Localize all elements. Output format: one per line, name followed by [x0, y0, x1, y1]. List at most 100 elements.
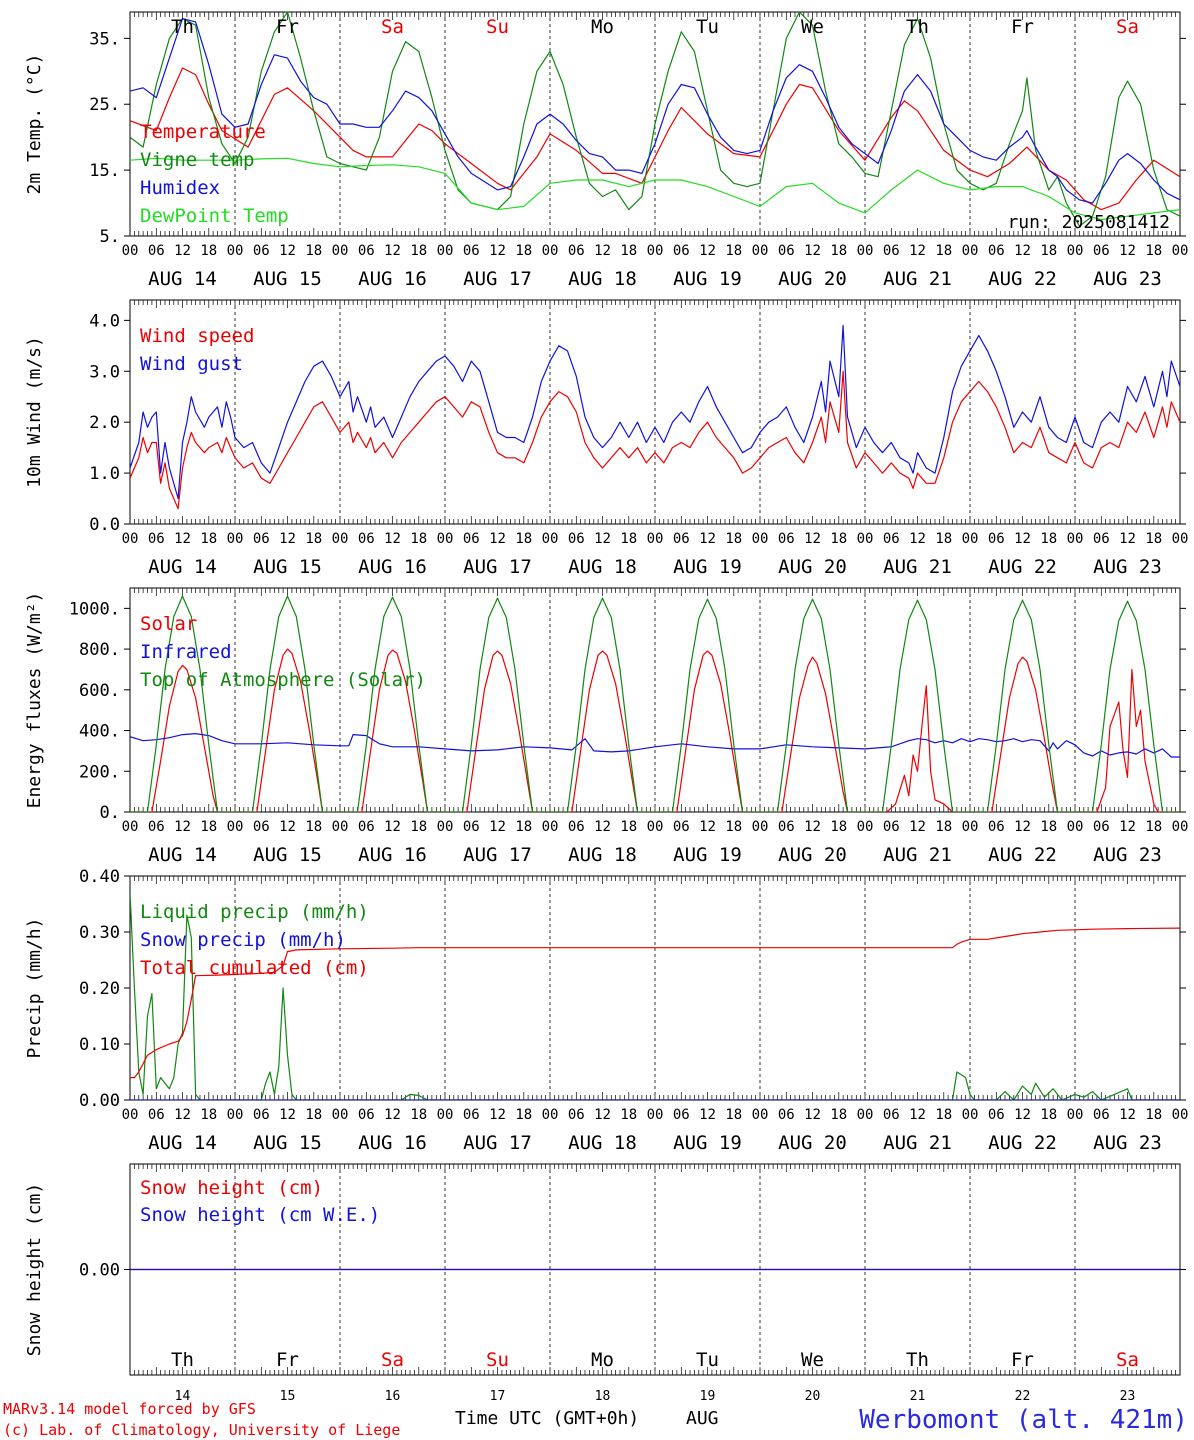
hour-tick-label: 18 [1145, 1107, 1162, 1123]
hour-tick-label: 18 [620, 819, 637, 835]
day-number-label: 21 [910, 1389, 926, 1404]
hour-tick-label: 18 [305, 243, 322, 259]
hour-tick-label: 06 [1093, 1107, 1110, 1123]
hour-tick-label: 00 [857, 531, 874, 547]
hour-tick-label: 06 [988, 819, 1005, 835]
hour-tick-label: 00 [542, 819, 559, 835]
weekday-label: Th [171, 1349, 194, 1371]
y-tick-label: 0.30 [79, 923, 120, 943]
hour-tick-label: 18 [725, 243, 742, 259]
weekday-label: Sa [381, 16, 404, 38]
weekday-label: Th [171, 16, 194, 38]
hour-tick-label: 06 [148, 1107, 165, 1123]
hour-tick-label: 12 [174, 819, 191, 835]
date-label: AUG 21 [883, 268, 952, 290]
hour-tick-label: 00 [227, 1107, 244, 1123]
date-label: AUG 17 [463, 556, 532, 578]
series-line-top-of-atmosphere-solar [130, 595, 1180, 812]
hour-tick-label: 06 [568, 819, 585, 835]
date-label: AUG 16 [358, 844, 427, 866]
hour-tick-label: 18 [200, 819, 217, 835]
hour-tick-label: 00 [857, 243, 874, 259]
date-label: AUG 16 [358, 1132, 427, 1154]
legend-entry: Humidex [140, 177, 220, 199]
hour-tick-label: 06 [988, 531, 1005, 547]
hour-tick-label: 12 [1014, 531, 1031, 547]
hour-tick-label: 12 [699, 243, 716, 259]
hour-ticks [134, 12, 1176, 236]
day-number-label: 19 [700, 1389, 716, 1404]
hour-tick-label: 00 [437, 243, 454, 259]
series-layer [130, 12, 1180, 1271]
y-axis-title: Precip (mm/h) [24, 918, 45, 1059]
y-tick-label: 3.0 [89, 362, 120, 382]
hour-tick-label: 06 [253, 531, 270, 547]
series-line-infrared [130, 733, 1180, 758]
date-label: AUG 21 [883, 1132, 952, 1154]
hour-tick-label: 06 [883, 1107, 900, 1123]
day-number-label: 14 [175, 1389, 191, 1404]
hour-tick-label: 06 [148, 819, 165, 835]
hour-ticks [134, 588, 1176, 812]
hour-tick-label: 18 [515, 1107, 532, 1123]
hour-tick-label: 12 [1119, 1107, 1136, 1123]
weekday-label: Sa [381, 1349, 404, 1371]
hour-tick-label: 18 [830, 243, 847, 259]
weekday-label: Mo [591, 1349, 614, 1371]
hour-tick-label: 12 [384, 531, 401, 547]
hour-tick-label: 00 [227, 819, 244, 835]
y-tick-label: 4.0 [89, 311, 120, 331]
hour-tick-label: 18 [1145, 819, 1162, 835]
date-label: AUG 15 [253, 844, 322, 866]
hour-tick-label: 12 [804, 531, 821, 547]
hour-tick-label: 18 [725, 1107, 742, 1123]
hour-tick-label: 06 [358, 243, 375, 259]
hour-tick-label: 12 [174, 243, 191, 259]
hour-tick-label: 00 [752, 1107, 769, 1123]
date-label: AUG 23 [1093, 556, 1162, 578]
hour-tick-label: 12 [384, 819, 401, 835]
y-tick-label: 0.20 [79, 979, 120, 999]
hour-tick-label: 12 [909, 531, 926, 547]
hour-tick-label: 00 [122, 243, 139, 259]
date-label: AUG 19 [673, 556, 742, 578]
date-label: AUG 18 [568, 1132, 637, 1154]
model-label: MARv3.14 model forced by GFS [3, 1400, 256, 1418]
hour-tick-label: 00 [647, 819, 664, 835]
legend-entry: Infrared [140, 641, 232, 663]
y-tick-label: 25. [89, 95, 120, 115]
time-axis-title: Time UTC (GMT+0h) [455, 1408, 639, 1429]
hour-tick-label: 18 [620, 531, 637, 547]
hour-tick-label: 00 [437, 1107, 454, 1123]
hour-tick-label: 18 [200, 243, 217, 259]
hour-tick-label: 06 [463, 1107, 480, 1123]
hour-tick-label: 12 [594, 819, 611, 835]
hour-tick-label: 12 [909, 243, 926, 259]
hour-tick-label: 00 [962, 531, 979, 547]
hour-tick-label: 12 [384, 243, 401, 259]
y-tick-label: 5. [100, 227, 120, 247]
hour-tick-label: 06 [778, 819, 795, 835]
hour-tick-label: 06 [148, 531, 165, 547]
hour-tick-label: 18 [515, 819, 532, 835]
series-line-humidex [130, 18, 1180, 204]
weekday-label: Th [906, 1349, 929, 1371]
weekday-label: We [801, 1349, 824, 1371]
hour-tick-label: 00 [1067, 819, 1084, 835]
hour-ticks [134, 876, 1176, 1100]
weekday-label: Tu [696, 16, 719, 38]
legend-entry: Temperature [140, 121, 266, 143]
hour-tick-label: 06 [673, 243, 690, 259]
date-label: AUG 19 [673, 268, 742, 290]
date-label: AUG 17 [463, 1132, 532, 1154]
hour-tick-label: 18 [1040, 243, 1057, 259]
hour-tick-label: 18 [935, 531, 952, 547]
y-tick-label: 600. [79, 681, 120, 701]
hour-tick-label: 18 [620, 243, 637, 259]
y-tick-label: 1000. [69, 599, 120, 619]
weekday-label: Fr [1011, 16, 1034, 38]
y-axis-title: 10m Wind (m/s) [24, 336, 45, 488]
hour-tick-label: 18 [935, 243, 952, 259]
legend-entry: Snow precip (mm/h) [140, 929, 346, 951]
